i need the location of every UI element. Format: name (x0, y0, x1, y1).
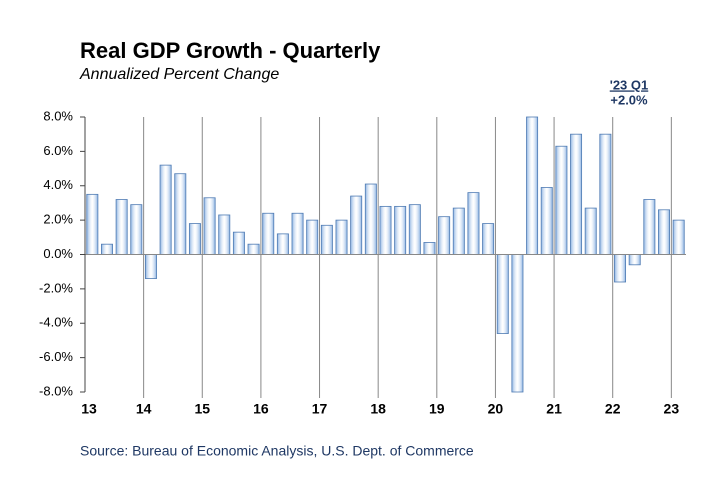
y-tick-label: 4.0% (43, 177, 73, 192)
x-tick-label: 20 (488, 401, 504, 417)
bar (174, 173, 187, 255)
bar (658, 209, 670, 255)
bar (555, 145, 568, 255)
bar (672, 219, 685, 255)
bar (643, 199, 656, 255)
bar (262, 212, 275, 255)
x-tick-label: 15 (194, 401, 210, 417)
bar (218, 214, 231, 255)
bar (306, 219, 319, 255)
bar (115, 199, 128, 255)
bar (276, 233, 289, 255)
bar (452, 207, 465, 255)
bar (247, 243, 260, 255)
annotation-heading: '23 Q1 (610, 77, 649, 92)
source-note: Source: Bureau of Economic Analysis, U.S… (80, 443, 474, 459)
bar (144, 254, 157, 279)
bar (614, 254, 627, 283)
bar (570, 133, 583, 255)
bar (394, 205, 407, 255)
bar (101, 243, 113, 255)
y-tick-label: -8.0% (39, 383, 73, 398)
bar (540, 187, 553, 255)
bar (86, 193, 99, 255)
bar (423, 242, 436, 255)
bar (203, 197, 216, 255)
bar (335, 219, 348, 255)
chart-title: Real GDP Growth - Quarterly (80, 38, 381, 63)
y-tick-label: -2.0% (39, 280, 73, 295)
bar (130, 204, 143, 255)
y-tick-label: 8.0% (43, 108, 73, 123)
y-tick-label: -6.0% (39, 349, 73, 364)
x-tick-label: 22 (605, 401, 621, 417)
bar (482, 223, 495, 255)
bar (628, 254, 641, 266)
x-tick-label: 19 (429, 401, 445, 417)
bar (467, 192, 480, 255)
bar (320, 224, 333, 255)
bar (350, 195, 363, 255)
bar (364, 183, 377, 255)
annotation-text: +2.0% (610, 92, 648, 107)
bar (511, 254, 524, 393)
y-tick-label: 2.0% (43, 212, 73, 227)
x-tick-label: 23 (664, 401, 680, 417)
bar (232, 231, 245, 255)
bar (379, 205, 392, 255)
bar (599, 133, 612, 255)
x-tick-label: 14 (136, 401, 152, 417)
x-tick-label: 13 (81, 401, 97, 417)
y-tick-label: 6.0% (43, 143, 73, 158)
bar (438, 216, 451, 255)
chart-subtitle: Annualized Percent Change (79, 66, 279, 83)
x-tick-label: 21 (546, 401, 562, 417)
y-tick-label: -4.0% (39, 315, 73, 330)
bar (159, 164, 172, 255)
y-tick-label: 0.0% (43, 246, 73, 261)
bar (496, 254, 509, 334)
x-tick-label: 18 (370, 401, 386, 417)
bar (584, 207, 597, 255)
bar (408, 204, 421, 255)
bar (291, 212, 304, 255)
bar (188, 223, 201, 255)
bar (526, 116, 539, 255)
x-tick-label: 17 (312, 401, 328, 417)
x-tick-label: 16 (253, 401, 269, 417)
